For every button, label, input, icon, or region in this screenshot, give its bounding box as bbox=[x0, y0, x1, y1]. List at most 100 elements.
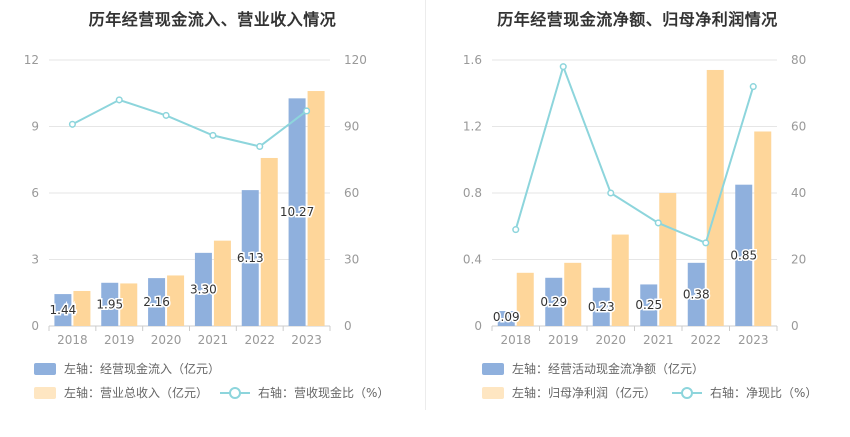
bar-series1 bbox=[148, 278, 166, 326]
bar-series2 bbox=[167, 275, 185, 326]
chart-title: 历年经营现金流入、营业收入情况 bbox=[88, 10, 337, 29]
line-point bbox=[749, 83, 757, 91]
legend-swatch-bar1 bbox=[482, 362, 504, 375]
line-point bbox=[162, 111, 170, 119]
data-label: 0.25 bbox=[635, 298, 662, 312]
right-axis-tick-label: 40 bbox=[791, 186, 806, 200]
x-axis-tick-label: 2022 bbox=[244, 333, 275, 347]
bar-series1 bbox=[241, 190, 259, 326]
chart-canvas: 0 0 3 30 6 60 9 90 12 120 2018 2019 2020 2021 2022 2023… bbox=[24, 53, 367, 347]
x-axis-tick-label: 2022 bbox=[690, 333, 721, 347]
legend-label: 左轴：归母净利润（亿元） bbox=[512, 386, 657, 400]
right-axis-tick-label: 60 bbox=[344, 186, 359, 200]
legend-item-bar1[interactable]: 左轴：经营现金流入（亿元） bbox=[34, 360, 220, 377]
line-point bbox=[654, 219, 662, 227]
line-point bbox=[607, 189, 615, 197]
line-point bbox=[512, 226, 520, 234]
data-label: 0.23 bbox=[588, 300, 615, 314]
bar-series2 bbox=[611, 234, 629, 326]
right-axis-tick-label: 0 bbox=[344, 319, 352, 333]
line-point bbox=[115, 96, 123, 104]
bar-series1 bbox=[545, 277, 563, 326]
line-point bbox=[559, 63, 567, 71]
legend-item-bar2[interactable]: 左轴：营业总收入（亿元） bbox=[34, 384, 208, 401]
x-axis-tick-label: 2020 bbox=[595, 333, 626, 347]
left-axis-tick-label: 6 bbox=[31, 186, 39, 200]
bar-series2 bbox=[564, 262, 582, 326]
line-point bbox=[256, 142, 264, 150]
x-axis-tick-label: 2023 bbox=[738, 333, 769, 347]
data-label: 0.85 bbox=[730, 248, 757, 262]
right-axis-tick-label: 120 bbox=[344, 53, 367, 67]
bar-series2 bbox=[73, 290, 91, 326]
line-point bbox=[209, 131, 217, 139]
legend-item-bar2[interactable]: 左轴：归母净利润（亿元） bbox=[482, 384, 656, 401]
x-axis-tick-label: 2019 bbox=[104, 333, 135, 347]
chart-panel-right: 历年经营现金流净额、归母净利润情况 0 0 0.4 20 0.8 40 1.2 60 1.6 80… bbox=[425, 0, 850, 437]
left-axis-tick-label: 1.6 bbox=[463, 53, 482, 67]
panel-divider bbox=[425, 0, 426, 410]
legend-label: 右轴：净现比（%） bbox=[710, 386, 818, 400]
data-label: 3.30 bbox=[190, 282, 217, 296]
legend-item-line[interactable]: 右轴：营收现金比（%） bbox=[220, 384, 389, 401]
left-axis-tick-label: 3 bbox=[31, 253, 39, 267]
right-axis-tick-label: 20 bbox=[791, 253, 806, 267]
data-label: 0.09 bbox=[493, 310, 520, 324]
legend-item-bar1[interactable]: 左轴：经营活动现金流净额（亿元） bbox=[482, 360, 704, 377]
data-label: 0.38 bbox=[683, 287, 710, 301]
data-label: 2.16 bbox=[143, 295, 170, 309]
right-axis-tick-label: 0 bbox=[791, 319, 799, 333]
bar-series1 bbox=[194, 252, 212, 326]
data-label: 10.27 bbox=[280, 205, 314, 219]
x-axis-tick-label: 2021 bbox=[198, 333, 229, 347]
line-series bbox=[514, 63, 755, 245]
line-point bbox=[303, 107, 311, 115]
bar-series2 bbox=[260, 157, 278, 326]
legend-label: 左轴：经营现金流入（亿元） bbox=[64, 362, 221, 376]
chart-canvas: 0 0 0.4 20 0.8 40 1.2 60 1.6 80 2018 2019 2020 2021 20… bbox=[463, 53, 806, 347]
legend-item-line[interactable]: 右轴：净现比（%） bbox=[672, 384, 817, 401]
left-axis-tick-label: 0.4 bbox=[463, 253, 482, 267]
data-label: 1.44 bbox=[50, 303, 77, 317]
chart-panel-left: 历年经营现金流入、营业收入情况 0 0 3 30 6 60 9 90 12 120 2018 2019… bbox=[24, 10, 390, 401]
left-axis-tick-label: 12 bbox=[24, 53, 39, 67]
bar-series1 bbox=[101, 282, 119, 326]
legend-swatch-bar2 bbox=[34, 386, 56, 399]
bar-series2 bbox=[120, 283, 138, 326]
x-axis-tick-label: 2019 bbox=[548, 333, 579, 347]
x-axis-tick-label: 2018 bbox=[500, 333, 531, 347]
left-axis-tick-label: 1.2 bbox=[463, 120, 482, 134]
legend-swatch-line bbox=[672, 386, 702, 399]
data-label: 0.29 bbox=[540, 295, 567, 309]
left-axis-tick-label: 9 bbox=[31, 120, 39, 134]
legend-swatch-bar1 bbox=[34, 362, 56, 375]
right-axis-tick-label: 90 bbox=[344, 120, 359, 134]
data-label: 1.95 bbox=[96, 297, 123, 311]
left-axis-tick-label: 0 bbox=[31, 319, 39, 333]
line-point bbox=[702, 239, 710, 247]
left-axis-tick-label: 0.8 bbox=[463, 186, 482, 200]
legend-swatch-line bbox=[220, 386, 250, 399]
bar-series1 bbox=[735, 184, 753, 326]
right-axis-tick-label: 30 bbox=[344, 253, 359, 267]
bar-series1 bbox=[288, 98, 306, 327]
x-axis-tick-label: 2023 bbox=[291, 333, 322, 347]
bar-series1 bbox=[54, 294, 72, 326]
bar-series1 bbox=[497, 311, 515, 326]
legend-label: 右轴：营收现金比（%） bbox=[258, 386, 390, 400]
bar-series2 bbox=[754, 131, 772, 326]
data-label: 6.13 bbox=[237, 251, 264, 265]
bar-series2 bbox=[516, 272, 534, 326]
bar-series2 bbox=[213, 240, 231, 326]
x-axis-tick-label: 2020 bbox=[151, 333, 182, 347]
bar-series1 bbox=[640, 284, 658, 326]
right-axis-tick-label: 60 bbox=[791, 120, 806, 134]
bar-series1 bbox=[592, 287, 610, 326]
legend-label: 左轴：经营活动现金流净额（亿元） bbox=[512, 362, 705, 376]
line-point bbox=[68, 120, 76, 128]
bar-series1 bbox=[687, 262, 705, 326]
left-axis-tick-label: 0 bbox=[474, 319, 482, 333]
x-axis-tick-label: 2018 bbox=[57, 333, 88, 347]
legend-swatch-bar2 bbox=[482, 386, 504, 399]
right-axis-tick-label: 80 bbox=[791, 53, 806, 67]
